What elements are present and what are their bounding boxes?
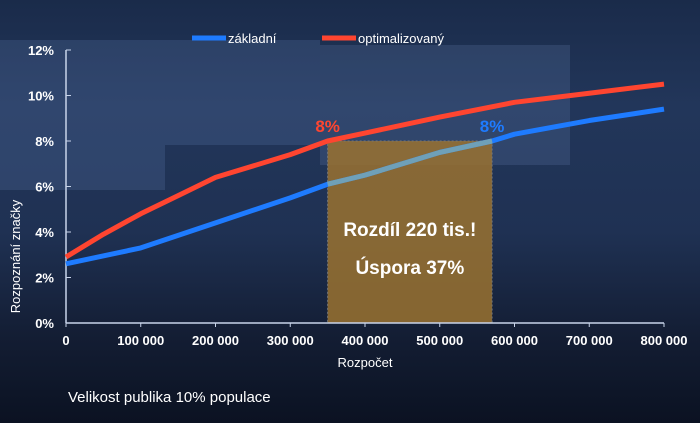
x-tick-label: 100 000 — [117, 333, 164, 348]
series-line-overlap-segment — [327, 138, 493, 187]
x-tick-label: 600 000 — [491, 333, 538, 348]
annotation-label: 8% — [480, 117, 505, 136]
series-line-optimalizovany — [64, 81, 665, 260]
legend-label: optimalizovaný — [358, 31, 444, 46]
x-tick-label: 0 — [62, 333, 69, 348]
background-billboard-tdk — [165, 40, 320, 145]
x-axis-label: Rozpočet — [338, 355, 393, 370]
y-tick-label: 2% — [35, 271, 54, 286]
y-tick-label: 6% — [35, 180, 54, 195]
x-tick-label: 300 000 — [267, 333, 314, 348]
x-tick-label: 200 000 — [192, 333, 239, 348]
x-tick-label: 500 000 — [416, 333, 463, 348]
background-billboard-left — [0, 40, 165, 190]
y-tick-label: 12% — [28, 43, 54, 58]
x-tick-label: 700 000 — [566, 333, 613, 348]
footnote: Velikost publika 10% populace — [68, 389, 271, 406]
annotation-label: 8% — [315, 117, 340, 136]
highlight-text-difference: Rozdíl 220 tis.! — [343, 220, 476, 241]
y-tick-label: 4% — [35, 225, 54, 240]
legend-label: základní — [228, 31, 277, 46]
highlight-text-savings: Úspora 37% — [355, 257, 464, 279]
y-tick-label: 8% — [35, 134, 54, 149]
x-tick-label: 400 000 — [342, 333, 389, 348]
x-tick-label: 800 000 — [641, 333, 688, 348]
y-axis-label: Rozpoznání značky — [8, 199, 23, 313]
y-tick-label: 10% — [28, 89, 54, 104]
y-tick-label: 0% — [35, 316, 54, 331]
